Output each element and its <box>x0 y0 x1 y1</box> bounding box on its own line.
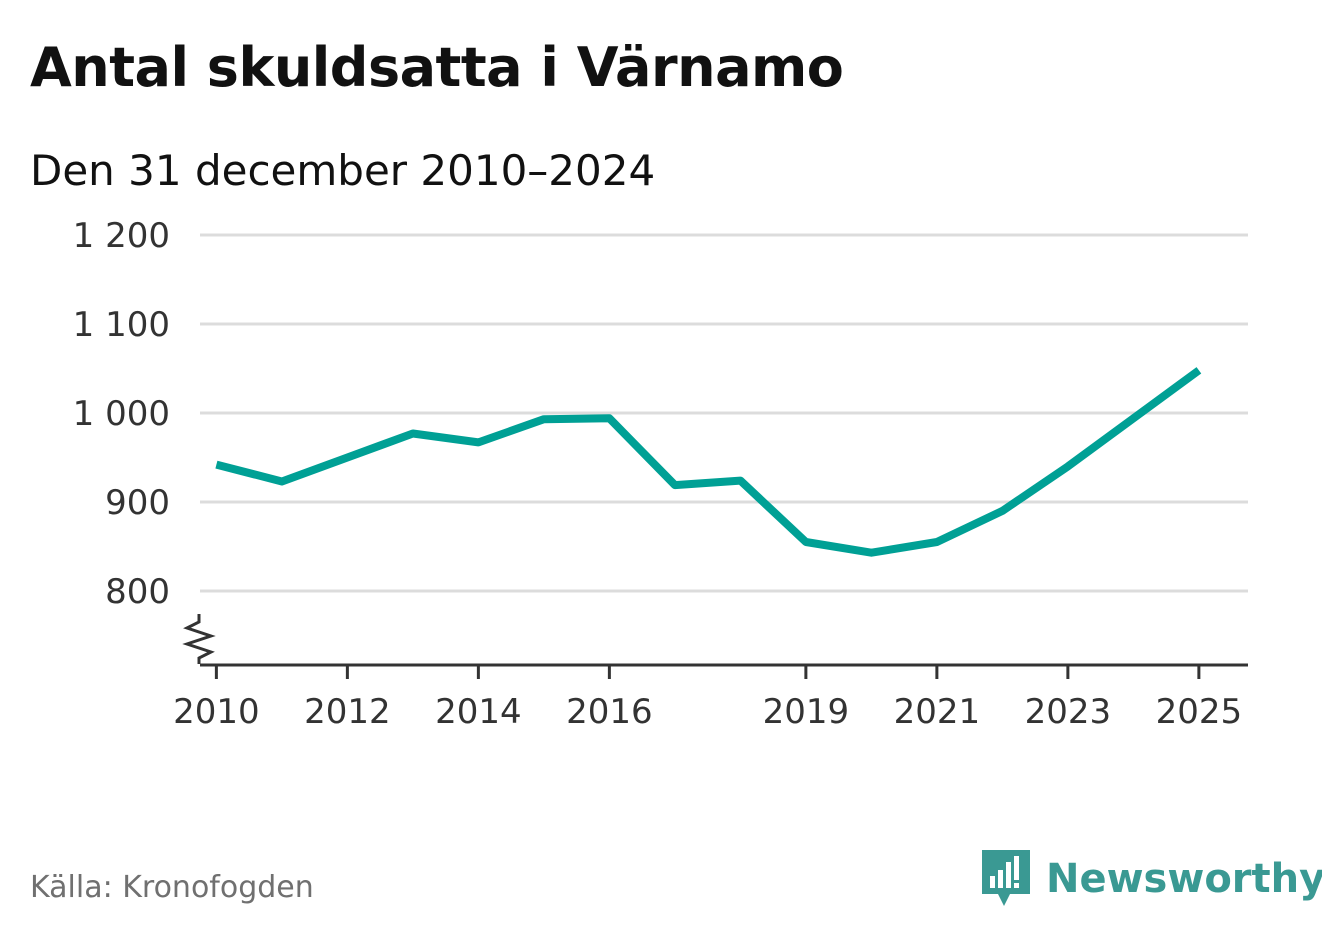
x-tick-label: 2012 <box>304 692 391 732</box>
grid-lines <box>200 233 1248 593</box>
chart-subtitle: Den 31 december 2010–2024 <box>30 146 656 195</box>
chart-title: Antal skuldsatta i Värnamo <box>30 36 844 99</box>
y-tick-label: 800 <box>105 572 170 612</box>
y-axis-break-icon <box>182 614 216 664</box>
data-series <box>215 367 1202 557</box>
x-axis-ticks: 2010 2012 2014 2016 2019 2021 2023 2025 <box>173 665 1242 732</box>
newsworthy-logo-icon <box>982 850 1030 906</box>
x-tick-label: 2014 <box>435 692 522 732</box>
axis-break-zigzag <box>182 614 216 664</box>
x-tick-label: 2021 <box>894 692 981 732</box>
x-tick-label: 2016 <box>566 692 653 732</box>
x-tick-label: 2010 <box>173 692 260 732</box>
x-tick-label: 2019 <box>763 692 850 732</box>
x-tick-label: 2025 <box>1156 692 1243 732</box>
source-note: Källa: Kronofogden <box>30 870 314 905</box>
y-tick-label: 900 <box>105 483 170 523</box>
y-tick-label: 1 200 <box>73 216 170 256</box>
brand-logo: Newsworthy <box>980 848 1322 910</box>
y-tick-label: 1 100 <box>73 305 170 345</box>
y-tick-label: 1 000 <box>73 394 170 434</box>
y-axis-ticks: 800 900 1 000 1 100 1 200 <box>73 216 170 612</box>
brand-name: Newsworthy <box>1046 856 1322 902</box>
x-tick-label: 2023 <box>1025 692 1112 732</box>
series-line <box>215 367 1202 557</box>
